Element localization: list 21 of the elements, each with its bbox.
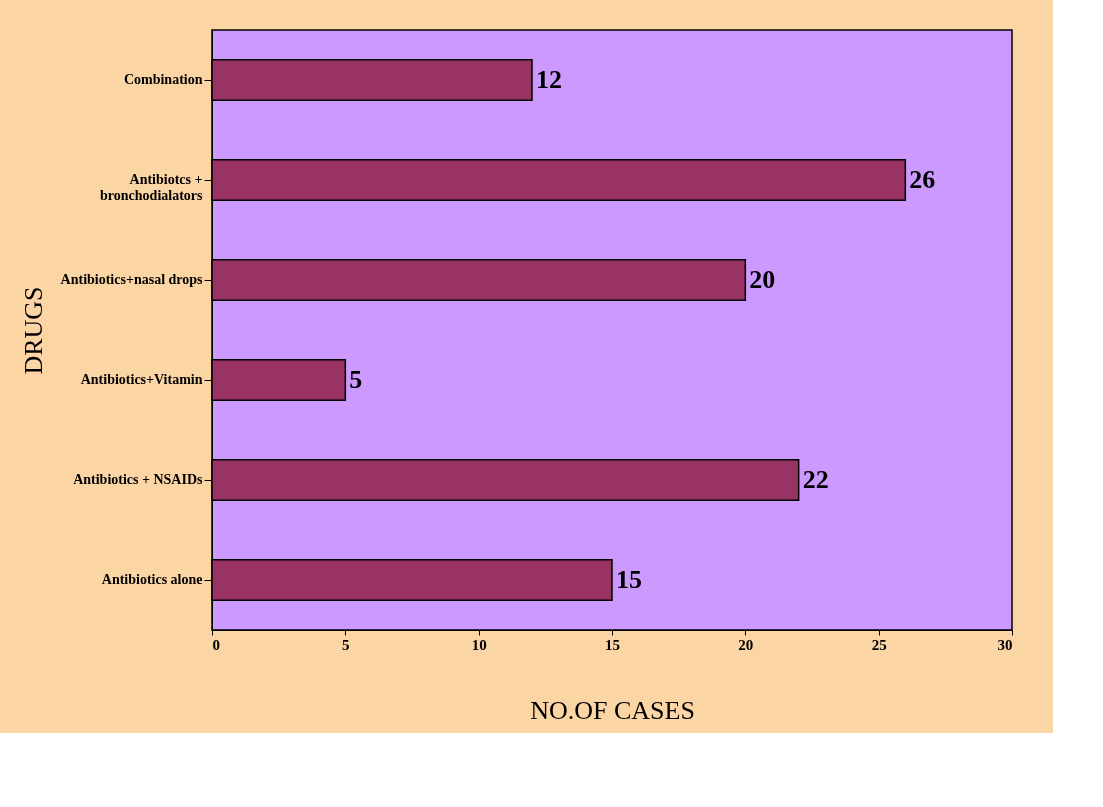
data-label: 15: [616, 565, 642, 594]
y-tick-label: Antibiotics+Vitamin: [80, 372, 203, 387]
data-label: 22: [802, 465, 829, 494]
x-tick-label: 10: [471, 636, 487, 653]
y-tick-label: Antibiotcs + bronchodialators: [100, 172, 204, 203]
y-tick-label: Antibiotics + NSAIDs: [73, 472, 204, 487]
data-label: 12: [536, 65, 562, 94]
data-label: 5: [349, 365, 363, 394]
y-tick-label: Antibiotics+nasal drops: [60, 272, 204, 287]
x-tick-label: 25: [871, 636, 887, 653]
y-tick-label: Combination: [123, 72, 203, 87]
x-tick-label: 5: [342, 636, 350, 653]
data-label: 20: [749, 265, 776, 294]
x-tick-label: 20: [738, 636, 754, 653]
x-axis-title: NO.OF CASES: [530, 695, 695, 725]
data-label: 26: [909, 165, 936, 194]
x-tick-label: 15: [605, 636, 620, 653]
y-tick-label: Antibiotics alone: [101, 572, 203, 587]
y-axis-title: DRUGS: [18, 286, 48, 375]
x-tick-label: 0: [212, 636, 220, 653]
x-tick-label: 30: [997, 636, 1013, 653]
